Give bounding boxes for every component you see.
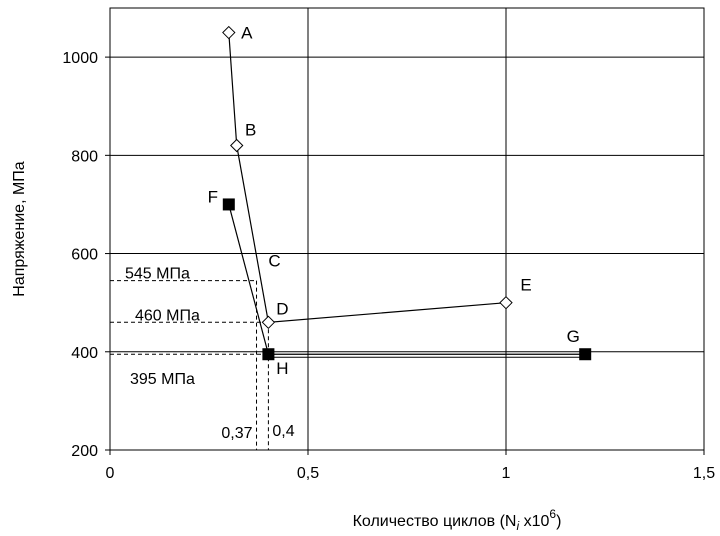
x-axis-label-mid: x10 bbox=[519, 513, 549, 530]
reference-label: 545 МПа bbox=[125, 266, 190, 283]
x-axis-label-end: ) bbox=[556, 513, 561, 530]
data-point-diamond bbox=[499, 295, 513, 310]
annotations: 545 МПа 460 МПа 395 МПа 0,37 0,4 A B C D E F H G bbox=[125, 24, 580, 442]
series-markers bbox=[222, 25, 592, 361]
reference-label: 0,37 bbox=[221, 425, 252, 442]
series-line bbox=[228, 32, 507, 323]
data-point-square bbox=[262, 348, 275, 361]
point-label-h: H bbox=[276, 359, 288, 378]
plot-frame bbox=[109, 7, 705, 451]
axes: 200 400 600 800 1000 0 0,5 1 1,5 bbox=[62, 7, 715, 482]
reference-label: 395 МПа bbox=[130, 371, 195, 388]
point-label-f: F bbox=[208, 187, 218, 206]
y-tick-label: 800 bbox=[71, 148, 98, 165]
y-tick-label: 400 bbox=[71, 345, 98, 362]
x-tick-label: 0,5 bbox=[297, 465, 319, 482]
point-label-d: D bbox=[276, 299, 288, 318]
y-tick-label: 200 bbox=[71, 443, 98, 460]
point-label-g: G bbox=[567, 327, 580, 346]
reference-label: 0,4 bbox=[272, 423, 294, 440]
data-point-square bbox=[579, 348, 592, 361]
data-point-diamond bbox=[230, 138, 244, 153]
x-tick-label: 1,5 bbox=[693, 465, 715, 482]
point-label-e: E bbox=[520, 276, 531, 295]
y-tick-label: 1000 bbox=[62, 50, 98, 67]
point-label-c: C bbox=[268, 252, 280, 271]
reference-label: 460 МПа bbox=[135, 307, 200, 324]
data-point-diamond bbox=[261, 315, 276, 330]
data-point-diamond bbox=[222, 25, 236, 40]
y-tick-label: 600 bbox=[71, 247, 98, 264]
point-label-a: A bbox=[241, 24, 253, 43]
x-axis-label-sub: i bbox=[516, 519, 519, 533]
x-axis-label-main: Количество циклов (N bbox=[353, 513, 517, 530]
x-axis-label-sup: 6 bbox=[549, 507, 556, 521]
series-line bbox=[228, 204, 586, 355]
x-tick-label: 1 bbox=[502, 465, 511, 482]
y-axis-label: Напряжение, МПа bbox=[11, 161, 28, 296]
x-tick-label: 0 bbox=[106, 465, 115, 482]
x-axis-label: Количество циклов (Ni x106) bbox=[353, 507, 562, 533]
data-point-square bbox=[222, 198, 235, 211]
grid bbox=[110, 8, 705, 450]
point-label-b: B bbox=[245, 121, 256, 140]
